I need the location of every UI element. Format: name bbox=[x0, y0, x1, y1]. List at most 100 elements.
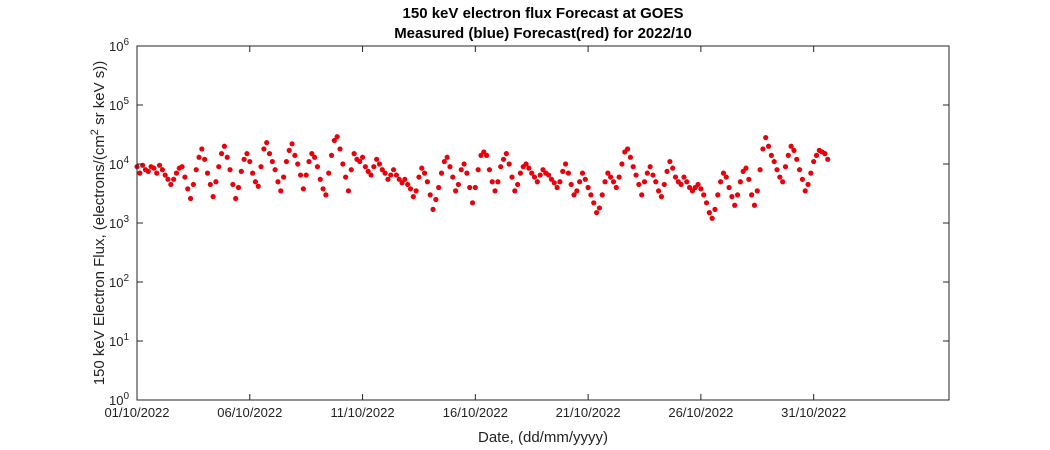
chart-title: 150 keV electron flux Forecast at GOES bbox=[403, 5, 684, 22]
data-point bbox=[503, 151, 509, 157]
data-point bbox=[179, 164, 185, 170]
data-point bbox=[667, 158, 673, 165]
data-point bbox=[605, 170, 611, 176]
data-point bbox=[811, 158, 817, 165]
data-point bbox=[258, 164, 264, 170]
data-point bbox=[582, 176, 588, 182]
data-point bbox=[393, 172, 399, 178]
data-point bbox=[238, 168, 244, 174]
data-point bbox=[619, 161, 625, 167]
data-point bbox=[424, 179, 430, 185]
data-point bbox=[427, 192, 433, 198]
data-point bbox=[405, 181, 411, 188]
data-points bbox=[134, 134, 831, 221]
data-point bbox=[596, 205, 602, 211]
data-point bbox=[653, 179, 659, 185]
data-point bbox=[481, 149, 487, 155]
data-point bbox=[571, 192, 577, 198]
data-point bbox=[266, 151, 273, 157]
data-point bbox=[455, 181, 462, 188]
data-point bbox=[187, 195, 194, 202]
data-point bbox=[388, 172, 394, 178]
data-point bbox=[554, 184, 560, 191]
data-point bbox=[599, 192, 605, 198]
data-point bbox=[407, 186, 414, 192]
data-point bbox=[825, 156, 831, 162]
data-point bbox=[182, 174, 188, 180]
data-point bbox=[678, 181, 684, 188]
data-point bbox=[461, 161, 467, 167]
y-tick-label-2: 102 bbox=[109, 273, 129, 290]
data-point bbox=[529, 170, 535, 176]
data-point bbox=[709, 215, 715, 221]
data-point bbox=[737, 179, 743, 185]
data-point bbox=[664, 168, 670, 174]
data-point bbox=[585, 184, 591, 191]
data-point bbox=[723, 174, 729, 180]
data-point bbox=[337, 146, 343, 152]
data-point bbox=[526, 165, 532, 171]
data-point bbox=[309, 151, 315, 157]
data-point bbox=[357, 158, 363, 165]
data-point bbox=[244, 151, 250, 157]
data-point bbox=[218, 151, 225, 157]
data-point bbox=[340, 161, 346, 167]
data-point bbox=[472, 184, 478, 191]
data-point bbox=[289, 141, 295, 147]
x-tick-label-0: 01/10/2022 bbox=[104, 405, 169, 420]
data-point bbox=[486, 167, 493, 173]
y-axis-label: 150 keV Electron Flux, (electrons/(cm2 s… bbox=[89, 61, 108, 386]
data-point bbox=[317, 176, 323, 182]
data-point bbox=[537, 172, 543, 178]
data-point bbox=[757, 167, 763, 173]
data-point bbox=[359, 154, 366, 160]
data-point bbox=[247, 158, 253, 165]
data-point bbox=[292, 152, 298, 158]
data-point bbox=[210, 194, 216, 200]
data-point bbox=[421, 170, 428, 176]
data-point bbox=[281, 174, 287, 180]
data-point bbox=[261, 146, 267, 152]
data-point bbox=[540, 167, 546, 173]
data-point bbox=[300, 186, 306, 192]
data-point bbox=[534, 179, 540, 185]
data-point bbox=[613, 184, 619, 191]
data-point bbox=[185, 186, 191, 192]
data-point bbox=[433, 196, 439, 203]
data-point bbox=[447, 164, 453, 170]
data-point bbox=[548, 176, 555, 182]
data-point bbox=[458, 167, 464, 173]
data-point bbox=[515, 181, 521, 188]
data-point bbox=[165, 176, 171, 182]
data-point bbox=[715, 192, 721, 198]
data-point bbox=[255, 183, 261, 189]
data-point bbox=[788, 143, 794, 149]
data-point bbox=[608, 174, 614, 180]
data-point bbox=[224, 154, 230, 160]
data-point bbox=[275, 179, 281, 185]
data-point bbox=[732, 202, 738, 208]
data-point bbox=[416, 174, 422, 180]
y-axis-ticks: 100 101 102 103 104 105 106 bbox=[109, 37, 949, 408]
data-point bbox=[672, 174, 679, 180]
y-tick-label-5: 105 bbox=[109, 96, 129, 113]
data-point bbox=[233, 195, 239, 202]
data-point bbox=[799, 176, 805, 182]
data-point bbox=[230, 181, 236, 188]
data-point bbox=[343, 174, 349, 180]
data-point bbox=[802, 188, 808, 194]
data-point bbox=[695, 181, 701, 188]
data-point bbox=[154, 170, 160, 176]
data-point bbox=[272, 167, 278, 173]
data-point bbox=[348, 167, 354, 173]
x-tick-label-3: 16/10/2022 bbox=[443, 405, 508, 420]
data-point bbox=[703, 200, 710, 206]
data-point bbox=[794, 156, 800, 162]
data-point bbox=[484, 152, 490, 158]
data-point bbox=[320, 186, 326, 192]
y-tick-label-1: 101 bbox=[109, 332, 129, 349]
data-point bbox=[751, 202, 758, 208]
data-point bbox=[568, 181, 574, 188]
data-point bbox=[328, 152, 335, 158]
data-point bbox=[376, 161, 383, 167]
